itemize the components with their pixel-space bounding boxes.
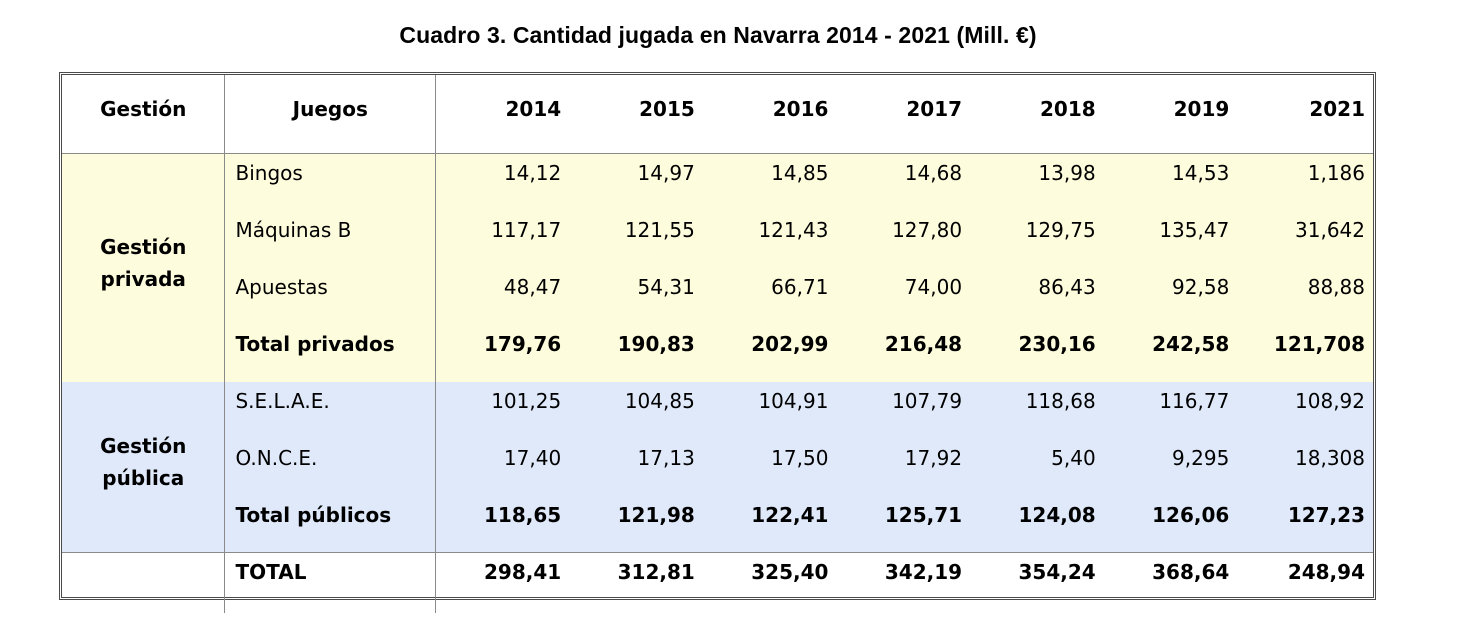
cell-value: 216,48: [884, 331, 963, 356]
cell-value: 104,91: [758, 388, 829, 413]
cell-value: 54,31: [637, 274, 695, 299]
header-gestion: Gestión: [62, 75, 226, 154]
cell-value: 129,75: [1025, 217, 1096, 242]
cell-value: 9,295: [1172, 445, 1230, 470]
header-year: 2017: [906, 97, 963, 121]
table-body: Gestión privada Bingos 14,12 14,97 14,85…: [62, 153, 1373, 613]
header-year: 2015: [639, 97, 695, 121]
cell-value: 354,24: [970, 552, 1104, 613]
cell-value: 248,94: [1237, 552, 1373, 613]
cell-value: 312,81: [569, 552, 703, 613]
cell-value: 127,80: [892, 217, 963, 242]
cell-value: 14,53: [1103, 153, 1238, 211]
cell-value: 31,642: [1295, 217, 1365, 242]
table-row-selae: Gestión pública S.E.L.A.E. 101,25 104,85…: [62, 381, 1373, 553]
cell-value: 121,43: [758, 217, 829, 242]
group-label-line1: Gestión: [100, 234, 187, 259]
cell-value: 88,88: [1307, 274, 1365, 299]
cell-value: 104,85: [624, 388, 695, 413]
table-title: Cuadro 3. Cantidad jugada en Navarra 201…: [399, 22, 1037, 48]
cell-value: 86,43: [1038, 274, 1096, 299]
row-label: Máquinas B: [224, 210, 437, 268]
header-year: 2014: [505, 97, 562, 121]
row-label: Bingos: [224, 153, 437, 211]
cell-value: 121,708: [1273, 331, 1365, 356]
group-label-privada: Gestión privada: [62, 153, 226, 382]
cell-value: 135,47: [1159, 217, 1230, 242]
cell-value: 126,06: [1152, 502, 1230, 527]
row-label: Total públicos: [224, 495, 437, 553]
cell-value: 118,68: [1025, 388, 1096, 413]
group-label-publica: Gestión pública: [62, 381, 226, 553]
cell-value: 124,08: [1018, 502, 1096, 527]
row-label: O.N.C.E.: [224, 438, 437, 496]
cell-value: 108,92: [1295, 388, 1365, 413]
group-label-line2: pública: [102, 465, 185, 490]
cell-value: 202,99: [751, 331, 829, 356]
table-row-total-privados: Total privados 179,76 190,83 202,99 216,…: [62, 324, 1373, 382]
cell-value: 190,83: [617, 331, 695, 356]
cell-value: 230,16: [1018, 331, 1096, 356]
cell-value: 18,308: [1295, 445, 1365, 470]
cell-value: 17,13: [637, 445, 695, 470]
cell-value: 74,00: [904, 274, 963, 299]
cell-value: 48,47: [503, 274, 562, 299]
cell-value: 122,41: [751, 502, 829, 527]
cell-value: 179,76: [483, 331, 562, 356]
cell-value: 13,98: [970, 153, 1104, 211]
row-label: S.E.L.A.E.: [224, 381, 437, 439]
cell-value: 342,19: [836, 552, 971, 613]
cell-value: 17,92: [904, 445, 963, 470]
cell-value: 17,50: [771, 445, 829, 470]
cell-value: 127,23: [1287, 502, 1365, 527]
cell-value: 14,85: [702, 153, 837, 211]
data-table: Gestión Juegos 2014 2015 2016 2017 2018 …: [59, 72, 1376, 613]
group-label-line1: Gestión: [100, 433, 187, 458]
cell-value: 14,97: [569, 153, 703, 211]
header-year: 2021: [1309, 97, 1365, 121]
table-row-maquinas-b: Máquinas B 117,17 121,55 121,43 127,80 1…: [62, 210, 1373, 268]
table-header: Gestión Juegos 2014 2015 2016 2017 2018 …: [62, 75, 1373, 154]
cell-value: 107,79: [892, 388, 963, 413]
total-empty-cell: [62, 552, 226, 613]
cell-value: 92,58: [1172, 274, 1230, 299]
cell-value: 121,55: [624, 217, 695, 242]
cell-value: 66,71: [771, 274, 829, 299]
header-row: Gestión Juegos 2014 2015 2016 2017 2018 …: [62, 75, 1373, 154]
gaming-amount-table: Gestión Juegos 2014 2015 2016 2017 2018 …: [62, 75, 1373, 613]
cell-value: 368,64: [1103, 552, 1238, 613]
group-label-line2: privada: [100, 266, 186, 291]
cell-value: 101,25: [491, 388, 562, 413]
cell-value: 1,186: [1237, 153, 1373, 211]
table-row-total: TOTAL 298,41 312,81 325,40 342,19 354,24…: [62, 552, 1373, 613]
table-row-bingos: Gestión privada Bingos 14,12 14,97 14,85…: [62, 153, 1373, 382]
row-label: Apuestas: [224, 267, 437, 325]
cell-value: 121,98: [617, 502, 695, 527]
table-row-total-publicos: Total públicos 118,65 121,98 122,41 125,…: [62, 495, 1373, 553]
cell-value: 117,17: [491, 217, 562, 242]
header-year: 2016: [772, 97, 829, 121]
cell-value: 5,40: [1051, 445, 1096, 470]
cell-value: 298,41: [435, 552, 570, 613]
header-year: 2019: [1173, 97, 1230, 121]
cell-value: 118,65: [483, 502, 562, 527]
table-row-once: O.N.C.E. 17,40 17,13 17,50 17,92 5,40 9,…: [62, 438, 1373, 496]
table-row-apuestas: Apuestas 48,47 54,31 66,71 74,00 86,43 9…: [62, 267, 1373, 325]
cell-value: 14,68: [836, 153, 971, 211]
header-year: 2018: [1040, 97, 1096, 121]
cell-value: 17,40: [503, 445, 562, 470]
row-label: Total privados: [224, 324, 437, 382]
cell-value: 125,71: [884, 502, 963, 527]
cell-value: 325,40: [702, 552, 837, 613]
header-juegos: Juegos: [224, 75, 437, 154]
row-label: TOTAL: [224, 552, 437, 613]
cell-value: 14,12: [435, 153, 570, 211]
cell-value: 116,77: [1159, 388, 1230, 413]
cell-value: 242,58: [1152, 331, 1230, 356]
